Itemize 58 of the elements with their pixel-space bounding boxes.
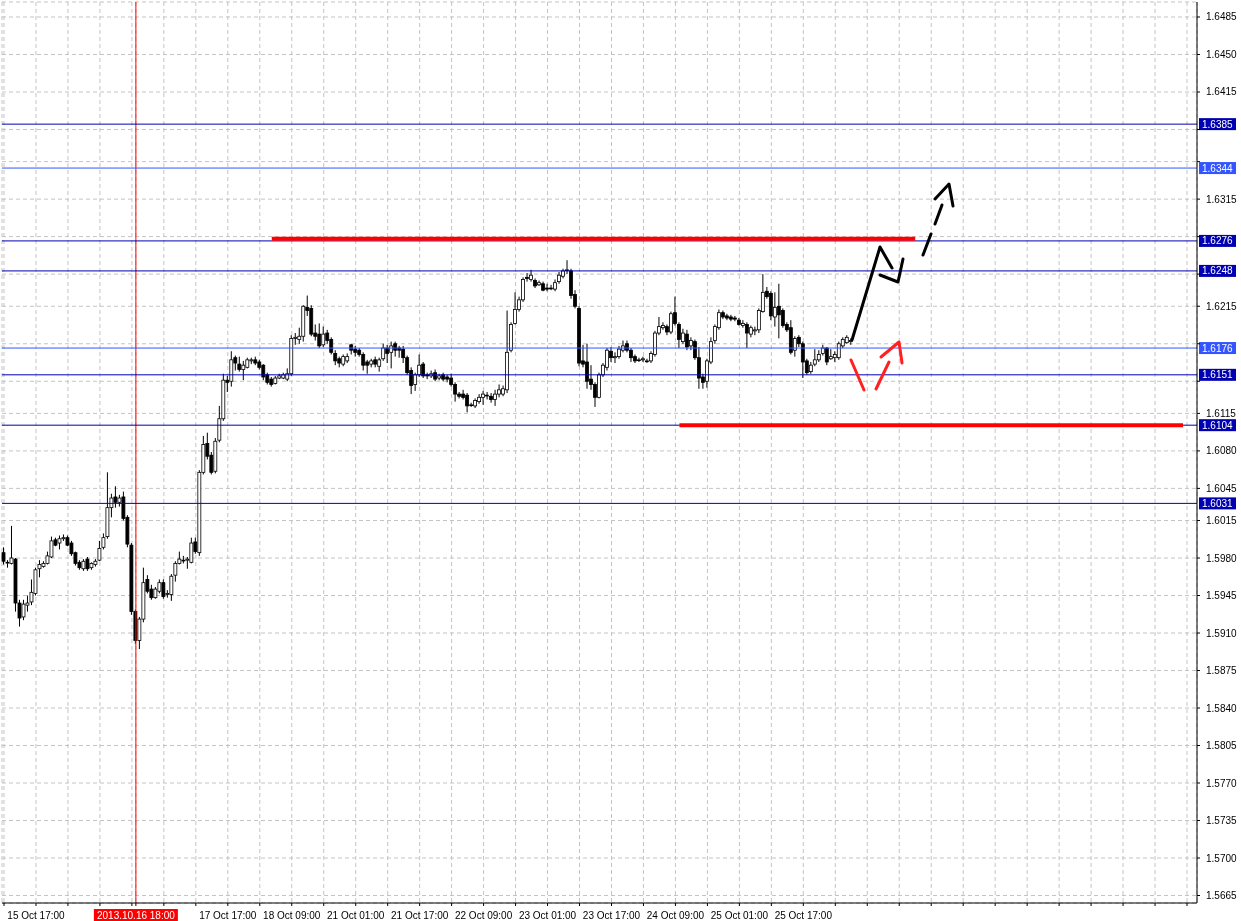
ref-line-label: 1.6176 bbox=[1202, 342, 1234, 354]
y-tick-label: 1.5945 bbox=[1206, 590, 1238, 602]
y-tick-label: 1.6215 bbox=[1206, 300, 1238, 312]
candlestick bbox=[585, 343, 589, 390]
y-tick-label: 1.5840 bbox=[1206, 702, 1238, 714]
candlestick bbox=[545, 283, 549, 292]
y-tick-label: 1.6080 bbox=[1206, 445, 1238, 457]
candlestick bbox=[685, 329, 689, 351]
ref-line-label: 1.6151 bbox=[1202, 369, 1234, 381]
y-tick-label: 1.5980 bbox=[1206, 552, 1238, 564]
x-tick-label: 25 Oct 17:00 bbox=[774, 910, 833, 921]
x-tick-label: 17 Oct 17:00 bbox=[199, 910, 257, 921]
y-tick-label: 1.5700 bbox=[1206, 852, 1238, 864]
candlestick bbox=[361, 351, 366, 372]
y-tick-label: 1.6415 bbox=[1206, 86, 1238, 98]
candlestick bbox=[21, 599, 26, 621]
y-tick-label: 1.5770 bbox=[1206, 777, 1238, 789]
y-tick-label: 1.6045 bbox=[1206, 482, 1238, 494]
x-tick-label: 22 Oct 09:00 bbox=[454, 910, 513, 921]
candlestick bbox=[485, 391, 489, 400]
x-tick-label: 25 Oct 01:00 bbox=[710, 910, 769, 921]
y-tick-label: 1.6315 bbox=[1206, 193, 1238, 205]
x-tick-label: 21 Oct 17:00 bbox=[391, 910, 449, 921]
ref-line-label: 1.6344 bbox=[1202, 162, 1234, 174]
x-tick-label: 23 Oct 01:00 bbox=[518, 910, 577, 921]
candlestick bbox=[800, 341, 805, 379]
candlestick bbox=[549, 284, 553, 291]
x-tick-label: 21 Oct 01:00 bbox=[327, 910, 385, 921]
candlestick bbox=[641, 356, 645, 363]
y-tick-label: 1.6450 bbox=[1206, 49, 1238, 60]
x-tick-label: 15 Oct 17:00 bbox=[7, 910, 66, 921]
ref-line-label: 1.6248 bbox=[1202, 265, 1234, 277]
ref-line-label: 1.6104 bbox=[1202, 419, 1234, 431]
x-tick-label: 2013.10.16 18:00 bbox=[96, 910, 176, 921]
candlestick bbox=[465, 392, 470, 413]
y-tick-label: 1.5805 bbox=[1206, 740, 1238, 752]
candlestick bbox=[481, 390, 485, 406]
candlestick bbox=[489, 392, 493, 404]
y-tick-label: 1.5875 bbox=[1206, 665, 1238, 677]
y-tick-label: 1.6485 bbox=[1206, 11, 1238, 23]
candlestick bbox=[776, 283, 781, 339]
y-tick-label: 1.6015 bbox=[1206, 515, 1238, 527]
x-tick-label: 23 Oct 17:00 bbox=[582, 910, 641, 921]
candlestick bbox=[744, 321, 749, 349]
x-tick-label: 24 Oct 09:00 bbox=[646, 910, 705, 921]
x-tick-label: 18 Oct 09:00 bbox=[263, 910, 321, 921]
ref-line-label: 1.6031 bbox=[1202, 497, 1234, 509]
ref-line-label: 1.6385 bbox=[1202, 118, 1234, 130]
y-tick-label: 1.5910 bbox=[1206, 627, 1238, 639]
y-tick-label: 1.5735 bbox=[1206, 815, 1238, 827]
ref-line-label: 1.6276 bbox=[1202, 235, 1234, 247]
y-tick-label: 1.6115 bbox=[1206, 407, 1237, 419]
candlestick bbox=[661, 321, 665, 331]
candlestick bbox=[477, 393, 481, 405]
candlestick bbox=[637, 357, 641, 363]
y-tick-label: 1.5665 bbox=[1206, 890, 1238, 901]
candlestick bbox=[241, 360, 246, 381]
candlestick bbox=[317, 322, 322, 349]
